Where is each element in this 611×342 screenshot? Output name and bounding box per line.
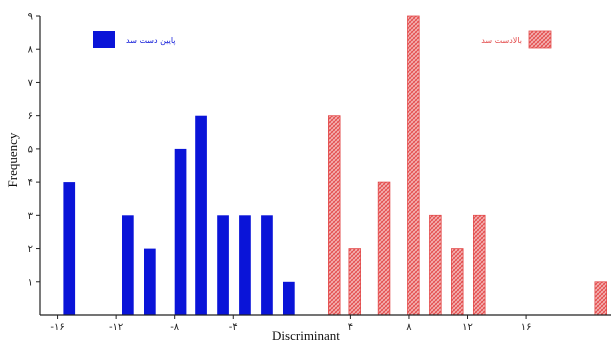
bar-series2-7 xyxy=(472,214,486,316)
y-axis: ۱ ۲ ۳ ۴ ۵ ۶ ۷ ۸ ۹ xyxy=(28,12,40,288)
bar-series1-3 xyxy=(144,248,156,315)
bar-series2-6 xyxy=(450,248,464,316)
x-tick-label: ۱۶ xyxy=(521,322,532,333)
legend-swatch-series1 xyxy=(93,31,115,48)
y-tick-label: ۶ xyxy=(28,111,33,122)
bar-series1-5 xyxy=(195,115,207,315)
bar-series1-4 xyxy=(174,148,187,315)
bar-series2-5 xyxy=(429,214,442,316)
bar-series2-3 xyxy=(377,181,391,316)
x-tick-label: -۱۶ xyxy=(50,322,64,333)
bar-series1-2 xyxy=(122,215,134,315)
y-axis-title: Frequency xyxy=(5,132,20,187)
legend: پایین دست سد بالادست سد xyxy=(93,30,552,49)
y-tick-label: ۹ xyxy=(28,12,33,23)
legend-label-series1: پایین دست سد xyxy=(126,36,176,45)
bar-series1-1 xyxy=(63,182,76,315)
bar-series1-7 xyxy=(239,215,251,315)
y-tick-label: ۳ xyxy=(28,211,34,222)
bar-series2-1 xyxy=(327,115,341,316)
y-tick-label: ۴ xyxy=(28,178,33,189)
bar-series2-4 xyxy=(407,15,420,316)
y-tick-label: ۸ xyxy=(28,45,34,56)
x-tick-label: ۸ xyxy=(406,322,412,333)
x-tick-label: -۴ xyxy=(229,322,238,333)
x-tick-label: ۴ xyxy=(348,322,353,333)
x-axis-title: Discriminant xyxy=(272,328,340,342)
legend-swatch-series2 xyxy=(528,30,552,49)
y-tick-label: ۱ xyxy=(28,277,33,288)
bar-series1-6 xyxy=(217,215,229,315)
bar-series1-9 xyxy=(283,281,295,315)
bar-series2-8 xyxy=(594,281,608,316)
x-tick-label: -۱۲ xyxy=(109,322,123,333)
y-tick-label: ۵ xyxy=(28,144,33,155)
plot-area xyxy=(63,15,608,316)
bar-series1-8 xyxy=(261,215,273,315)
bar-series2-2 xyxy=(348,248,361,316)
x-axis: -۱۶ -۱۲ -۸ -۴ ۴ ۸ ۱۲ ۱۶ xyxy=(50,315,531,333)
y-tick-label: ۷ xyxy=(28,78,34,89)
x-tick-label: ۱۲ xyxy=(462,322,473,333)
x-tick-label: -۸ xyxy=(170,322,180,333)
y-tick-label: ۲ xyxy=(28,244,33,255)
legend-label-series2: بالادست سد xyxy=(481,36,522,45)
